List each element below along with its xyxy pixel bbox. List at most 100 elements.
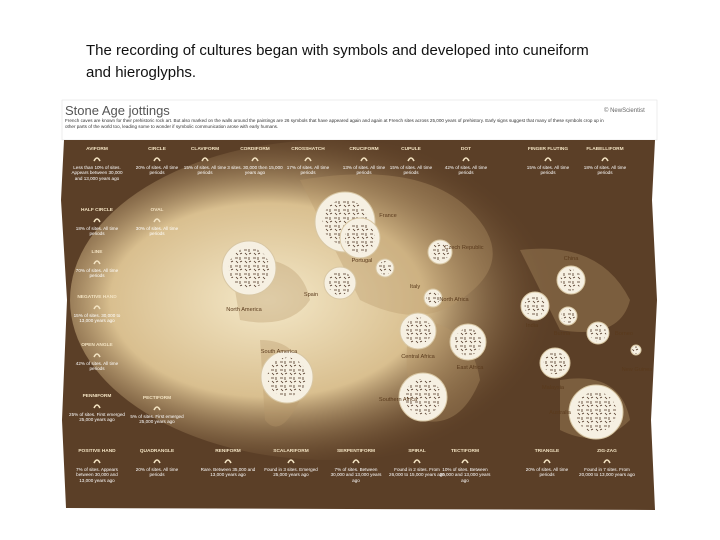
symbol-icon xyxy=(153,406,161,411)
symbol-name: AVIFORM xyxy=(86,147,108,152)
region-label: North America xyxy=(226,307,262,313)
symbol: QUADRANGLE 20% of sites. All time periods xyxy=(129,449,185,478)
symbol-icon xyxy=(287,459,295,464)
region-label: France xyxy=(379,213,397,219)
symbol: ZIG-ZAG Found in 7 sites. From 20,000 to … xyxy=(579,449,635,478)
region-label: Spain xyxy=(303,292,319,298)
symbol-name: CROSSHATCH xyxy=(291,147,325,152)
symbol-name: OPEN ANGLE xyxy=(81,343,113,348)
slide-caption: The recording of cultures began with sym… xyxy=(86,42,589,81)
symbol-description: 7% of sites. Between 30,000 and 13,000 y… xyxy=(330,467,382,483)
site-marks xyxy=(560,269,582,291)
symbol-name: LINE xyxy=(91,250,103,255)
symbol: CRUCIFORM 13% of sites. All time periods xyxy=(336,147,392,176)
region-label: India xyxy=(525,323,539,329)
symbol-description: Found in 3 sites. Emerged 25,000 years a… xyxy=(264,467,318,478)
symbol-icon xyxy=(251,157,259,162)
symbol-name: CLAVIFORM xyxy=(190,147,220,152)
symbol-description: 42% of sites. All time periods xyxy=(444,165,488,176)
symbol-name: FLABELLIFORM xyxy=(586,147,624,152)
symbol: FLABELLIFORM 18% of sites. All time perio… xyxy=(577,147,633,176)
symbol-name: OVAL xyxy=(150,208,164,213)
symbol: RENIFORM Rare. Between 35,000 and 13,000 … xyxy=(200,449,256,478)
region-label: North Africa xyxy=(439,297,469,303)
symbol: SPIRAL Found in 2 sites. From 26,000 to 1… xyxy=(389,449,445,478)
symbol: CLAVIFORM 15% of sites. All time periods xyxy=(177,147,233,176)
region-label: Central Africa xyxy=(401,354,435,360)
symbol-name: HALF CIRCLE xyxy=(81,208,113,213)
site-marks xyxy=(632,346,640,354)
symbol: PENNIFORM 25% of sites. First emerged 25,… xyxy=(69,394,125,423)
symbol-icon xyxy=(413,459,421,464)
symbol-icon xyxy=(93,305,101,310)
symbol-name: SCALARIFORM xyxy=(273,449,309,454)
region-label: Borneo xyxy=(614,331,634,337)
symbol-description: 42% of sites. All time periods xyxy=(75,361,119,372)
region-label: Italy xyxy=(409,284,421,290)
site-marks xyxy=(328,271,352,295)
symbol-name: TECTIFORM xyxy=(451,449,479,454)
symbol-description: Found in 2 sites. From 26,000 to 15,000 … xyxy=(389,467,445,478)
symbol: CUPULE 15% of sites. All time periods xyxy=(383,147,439,176)
region-label: Southern Africa xyxy=(378,397,418,403)
symbol-name: SERPENTIFORM xyxy=(336,449,376,454)
symbol-description: 15% of sites. All time periods xyxy=(526,165,570,176)
site-marks xyxy=(228,247,270,289)
site-marks xyxy=(426,291,440,305)
symbol: CROSSHATCH 17% of sites. All time periods xyxy=(280,147,336,176)
symbol-icon xyxy=(224,459,232,464)
region-label: South America xyxy=(260,349,298,355)
symbol-description: 25% of sites. First emerged 25,000 years… xyxy=(69,412,125,423)
site-marks xyxy=(589,324,607,342)
symbol: AVIFORM Less than 10% of sites. Appears b… xyxy=(69,147,125,181)
header-strip xyxy=(61,99,658,141)
symbol-name: TRIANGLE xyxy=(534,449,560,454)
symbol-name: CUPULE xyxy=(401,147,421,152)
region-label: Australia xyxy=(549,410,571,416)
symbol-icon xyxy=(603,459,611,464)
symbol-name: PENNIFORM xyxy=(82,394,112,399)
symbol: CIRCLE 20% of sites. All time periods xyxy=(129,147,185,176)
site-marks xyxy=(454,328,482,356)
symbol-icon xyxy=(461,459,469,464)
symbol-description: 15% of sites. All time periods xyxy=(389,165,433,176)
symbol-name: DOT xyxy=(460,147,472,152)
symbol-name: SPIRAL xyxy=(408,449,426,454)
symbol-description: 7% of sites. Appears between 30,000 and … xyxy=(76,467,118,483)
symbol-icon xyxy=(153,218,161,223)
site-marks xyxy=(345,223,375,253)
symbol-icon xyxy=(153,459,161,464)
symbol-icon xyxy=(93,218,101,223)
site-marks xyxy=(267,357,307,397)
symbol: DOT 42% of sites. All time periods xyxy=(438,147,494,176)
region-label: China xyxy=(563,256,579,262)
symbol-icon xyxy=(93,353,101,358)
symbol-description: 70% of sites. All time periods xyxy=(75,268,119,279)
region-label: Burma xyxy=(553,331,571,337)
region-label: Portugal xyxy=(351,258,373,264)
symbol-description: 18% of sites. All time periods xyxy=(583,165,627,176)
site-marks xyxy=(378,261,392,275)
symbol-description: 5% of sites. First emerged 25,000 years … xyxy=(130,414,184,425)
symbol-icon xyxy=(201,157,209,162)
symbol-description: 20% of sites. All time periods xyxy=(135,467,179,478)
symbol: PECTIFORM 5% of sites. First emerged 25,0… xyxy=(129,396,185,425)
symbol: SERPENTIFORM 7% of sites. Between 30,000 … xyxy=(328,449,384,483)
symbol-description: 15% of sites. All time periods xyxy=(183,165,227,176)
symbol: OPEN ANGLE 42% of sites. All time periods xyxy=(69,343,125,372)
symbol: OVAL 30% of sites. All time periods xyxy=(129,208,185,237)
symbol-description: 10% of sites. Between 25,000 and 13,000 … xyxy=(439,467,491,483)
symbol-description: 18% of sites. All time periods xyxy=(75,226,119,237)
symbol: CORDIFORM 3 sites. 30,000 then 15,000 yea… xyxy=(227,147,283,176)
site-marks xyxy=(404,317,432,345)
region-label: Malaysia xyxy=(541,385,565,391)
symbol-description: 30% of sites. All time periods xyxy=(135,226,179,237)
region-label: Czech Republic xyxy=(444,245,484,251)
symbol-icon xyxy=(93,459,101,464)
site-marks xyxy=(405,379,441,415)
symbol-name: QUADRANGLE xyxy=(139,449,175,454)
symbol-name: FINGER FLUTING xyxy=(527,147,569,152)
site-marks xyxy=(575,391,617,433)
credit: © NewScientist xyxy=(604,108,645,114)
symbol-icon xyxy=(601,157,609,162)
